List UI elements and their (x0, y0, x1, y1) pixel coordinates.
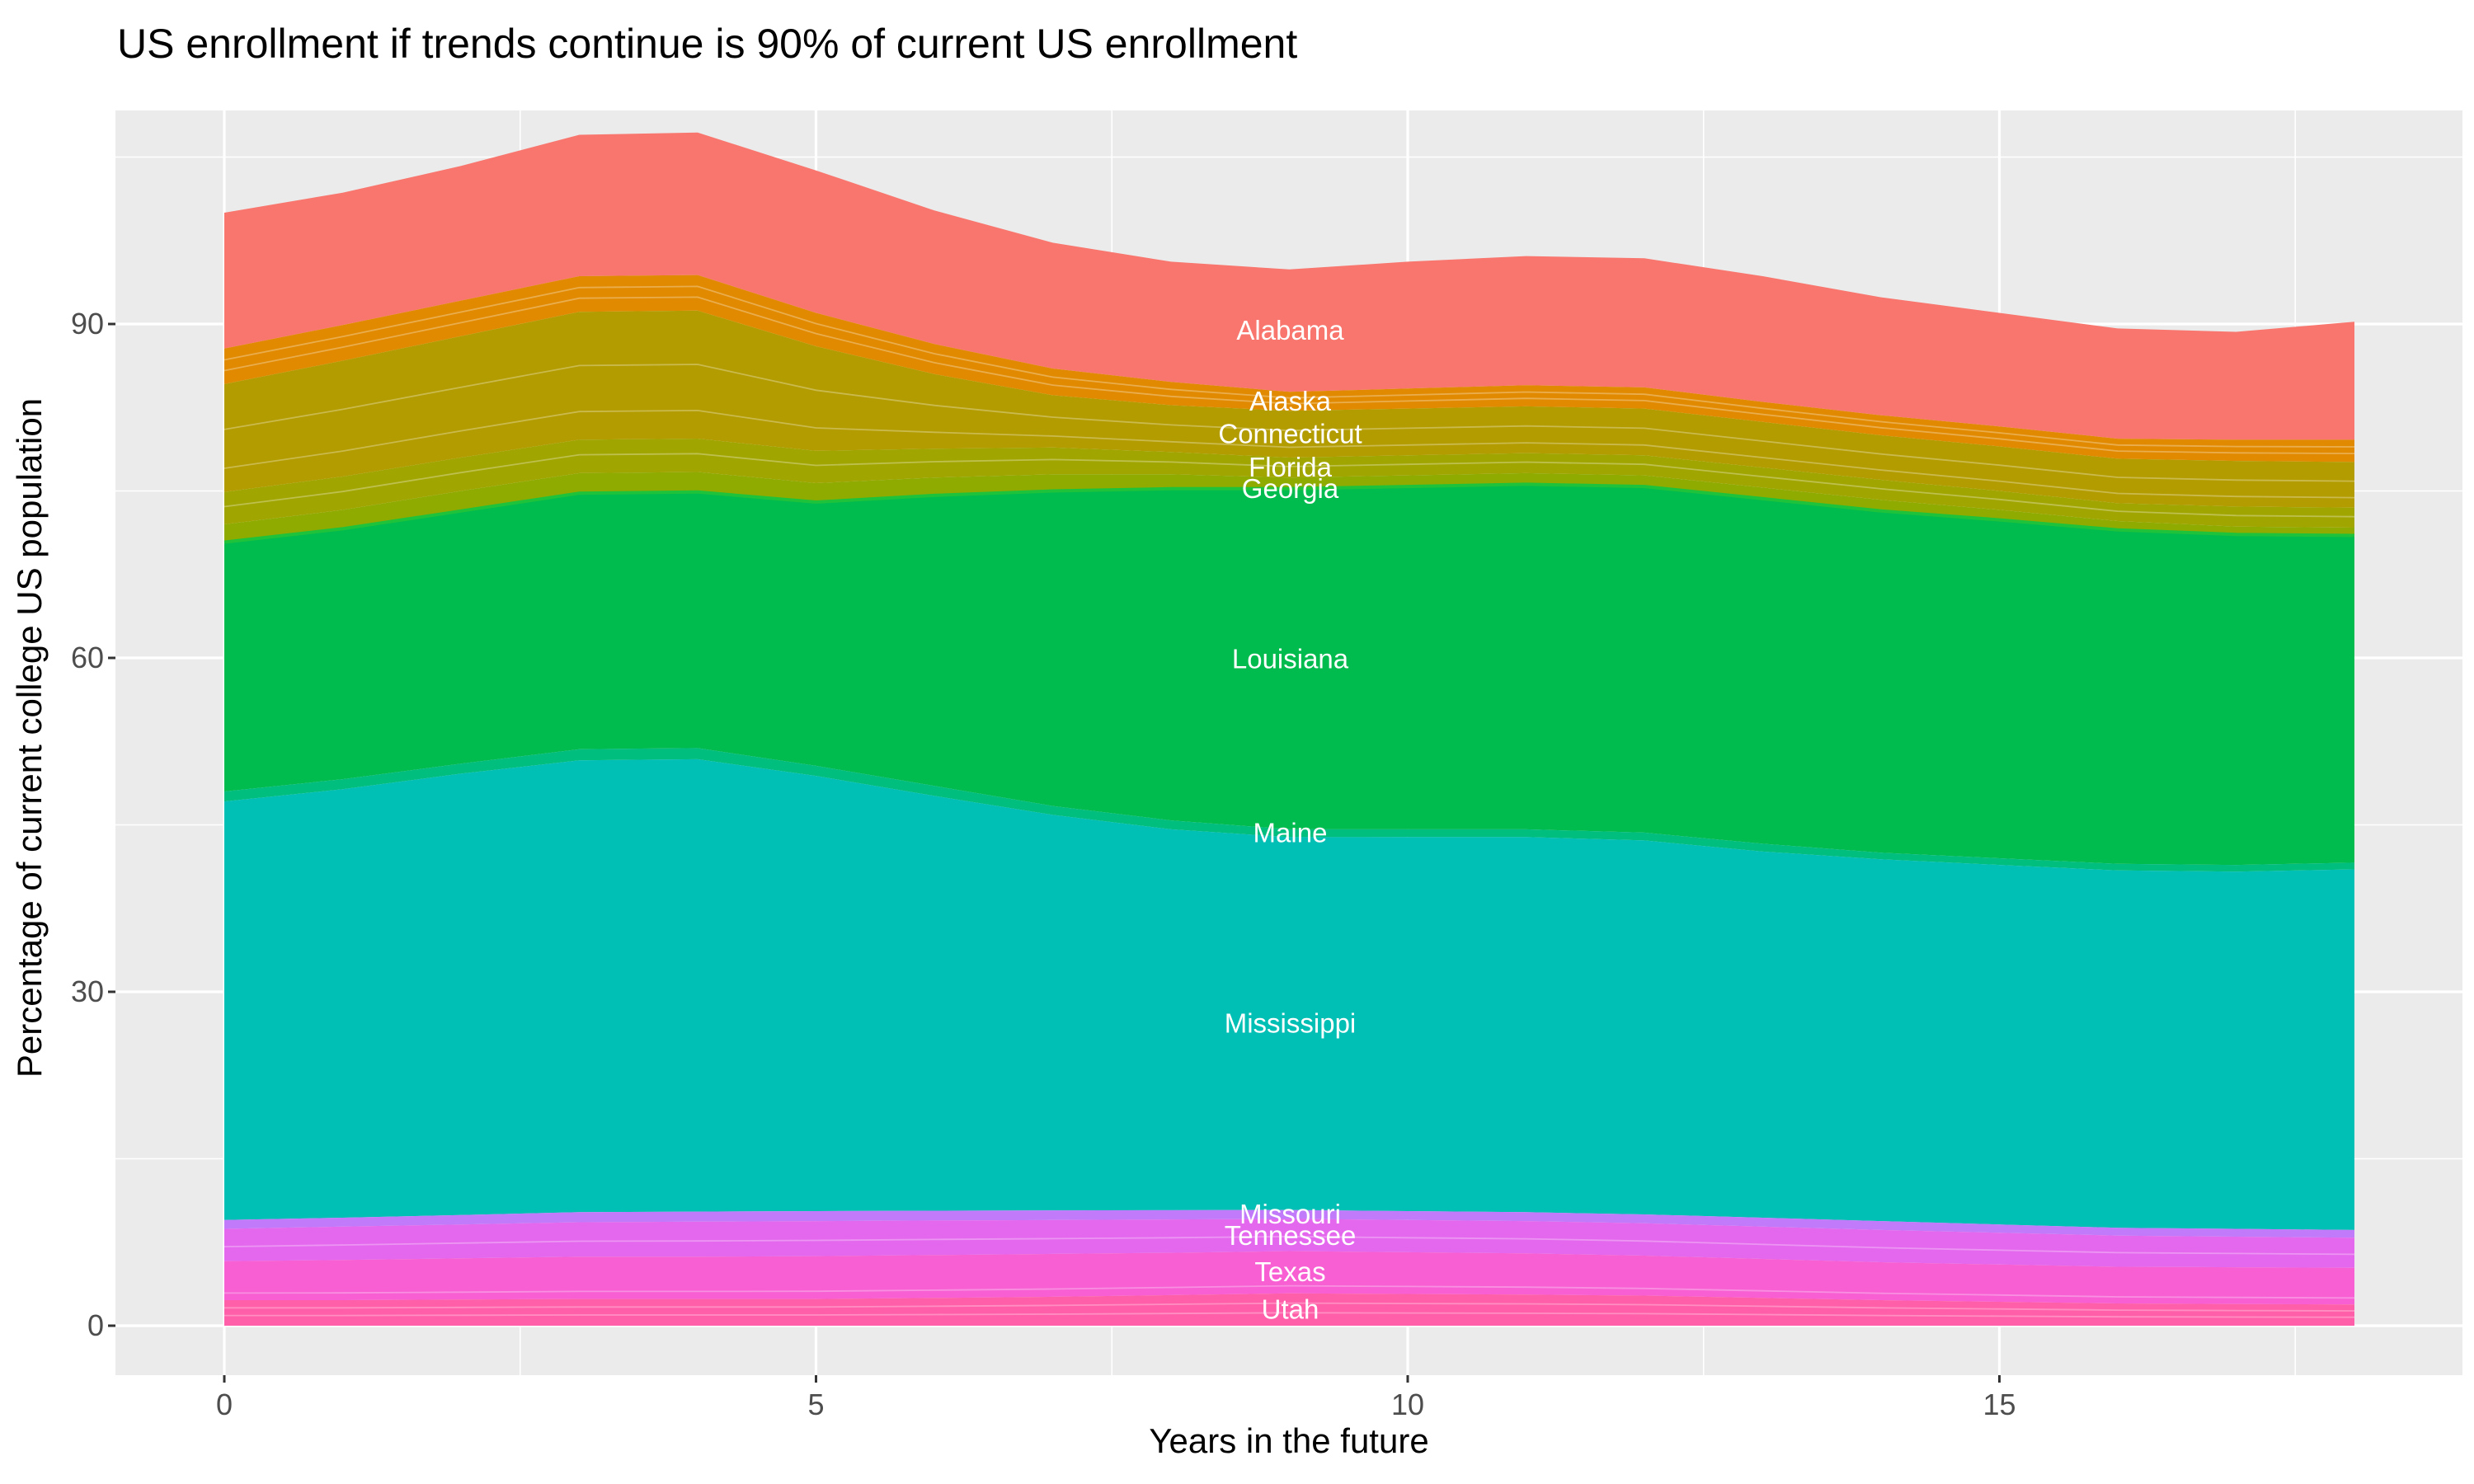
y-tick-label: 60 (71, 641, 104, 674)
area-utah (224, 1293, 2354, 1326)
area-bands (224, 132, 2354, 1326)
x-tick-label: 5 (807, 1388, 824, 1421)
x-axis-title: Years in the future (1149, 1421, 1429, 1460)
area-label-maine: Maine (1253, 818, 1328, 848)
area-georgia (224, 472, 2354, 542)
area-label-mississippi: Mississippi (1225, 1007, 1357, 1038)
bright-edge-louisiana (223, 482, 2355, 544)
subline-connecticut (223, 409, 2355, 499)
subline-utah (224, 1312, 2355, 1318)
chart-title: US enrollment if trends continue is 90% … (117, 21, 1298, 67)
area-label-alabama: Alabama (1236, 315, 1344, 345)
y-tick-label: 90 (71, 307, 104, 340)
subline-texas (223, 1284, 2355, 1299)
area-label-tennessee: Tennessee (1225, 1220, 1357, 1251)
area-label-texas: Texas (1254, 1256, 1325, 1287)
area-label-florida: Florida (1249, 452, 1333, 482)
area-label-utah: Utah (1262, 1294, 1319, 1324)
area-florida (224, 439, 2354, 528)
area-label-missouri: Missouri (1239, 1199, 1341, 1229)
x-tick-label: 15 (1982, 1388, 2015, 1421)
area-texas (224, 1251, 2354, 1305)
tick-labels: 0 5 10 15 0 30 60 90 (71, 307, 2016, 1421)
x-tick-label: 0 (216, 1388, 233, 1421)
tick-marks (108, 322, 2001, 1383)
subline-tennessee (223, 1235, 2355, 1256)
area-label-alaska: Alaska (1249, 386, 1332, 416)
area-missouri (224, 1209, 2354, 1238)
area-label-connecticut: Connecticut (1218, 419, 1362, 449)
subline-connecticut (223, 364, 2355, 482)
y-tick-label: 0 (87, 1308, 104, 1342)
subline-alaska (223, 296, 2355, 454)
band-separators (223, 285, 2355, 1318)
area-louisiana (224, 484, 2354, 866)
area-label-georgia: Georgia (1242, 473, 1339, 504)
area-alaska (224, 275, 2354, 463)
y-axis-title: Percentage of current college US populat… (10, 397, 49, 1078)
area-tennessee (224, 1219, 2354, 1268)
area-connecticut (224, 310, 2354, 508)
area-label-louisiana: Louisiana (1232, 643, 1349, 674)
area-alabama (224, 132, 2354, 440)
subline-florida (223, 453, 2355, 518)
subline-utah (224, 1302, 2355, 1312)
y-tick-label: 30 (71, 974, 104, 1008)
area-mississippi (224, 758, 2354, 1230)
subline-alaska (223, 285, 2355, 448)
x-tick-label: 10 (1391, 1388, 1424, 1421)
